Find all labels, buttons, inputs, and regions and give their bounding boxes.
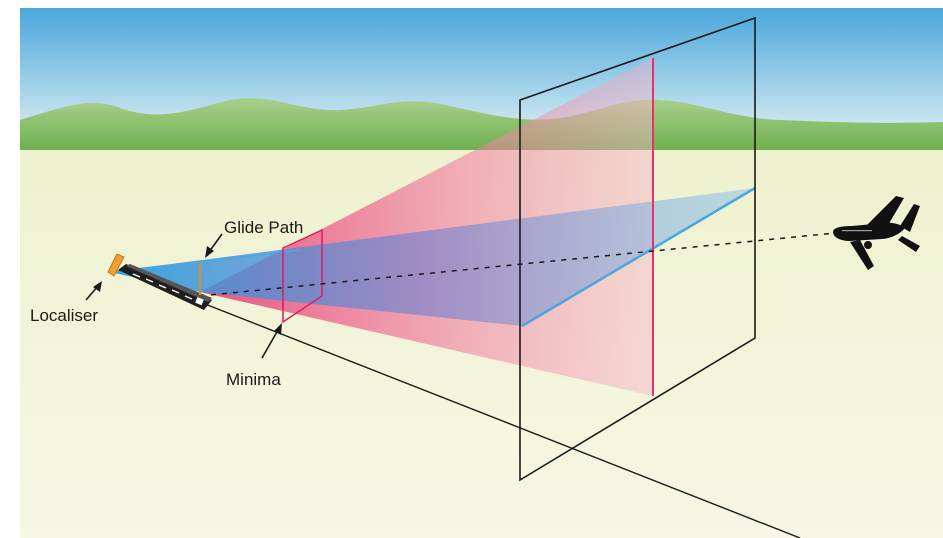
localiser-label: Localiser bbox=[30, 306, 98, 325]
glide-path-beam-edge bbox=[521, 186, 756, 328]
localiser-pointer-arrow bbox=[85, 281, 102, 301]
antenna-icon bbox=[107, 253, 125, 277]
glide-path-pointer-arrow bbox=[205, 233, 223, 258]
minima-pointer-arrow bbox=[261, 323, 282, 359]
glide-path-beam bbox=[110, 188, 755, 326]
glide-path-label: Glide Path bbox=[224, 218, 303, 237]
minima-label: Minima bbox=[226, 370, 281, 389]
approach-path-dashed bbox=[199, 232, 836, 297]
runway-icon bbox=[118, 264, 212, 310]
runway-extended-centerline bbox=[204, 303, 801, 538]
airplane-icon bbox=[833, 196, 920, 270]
reference-plane bbox=[519, 16, 756, 482]
distant-hills bbox=[20, 98, 943, 150]
glide-path-beam-upper-edge bbox=[109, 249, 301, 273]
minima-frame bbox=[282, 228, 323, 324]
